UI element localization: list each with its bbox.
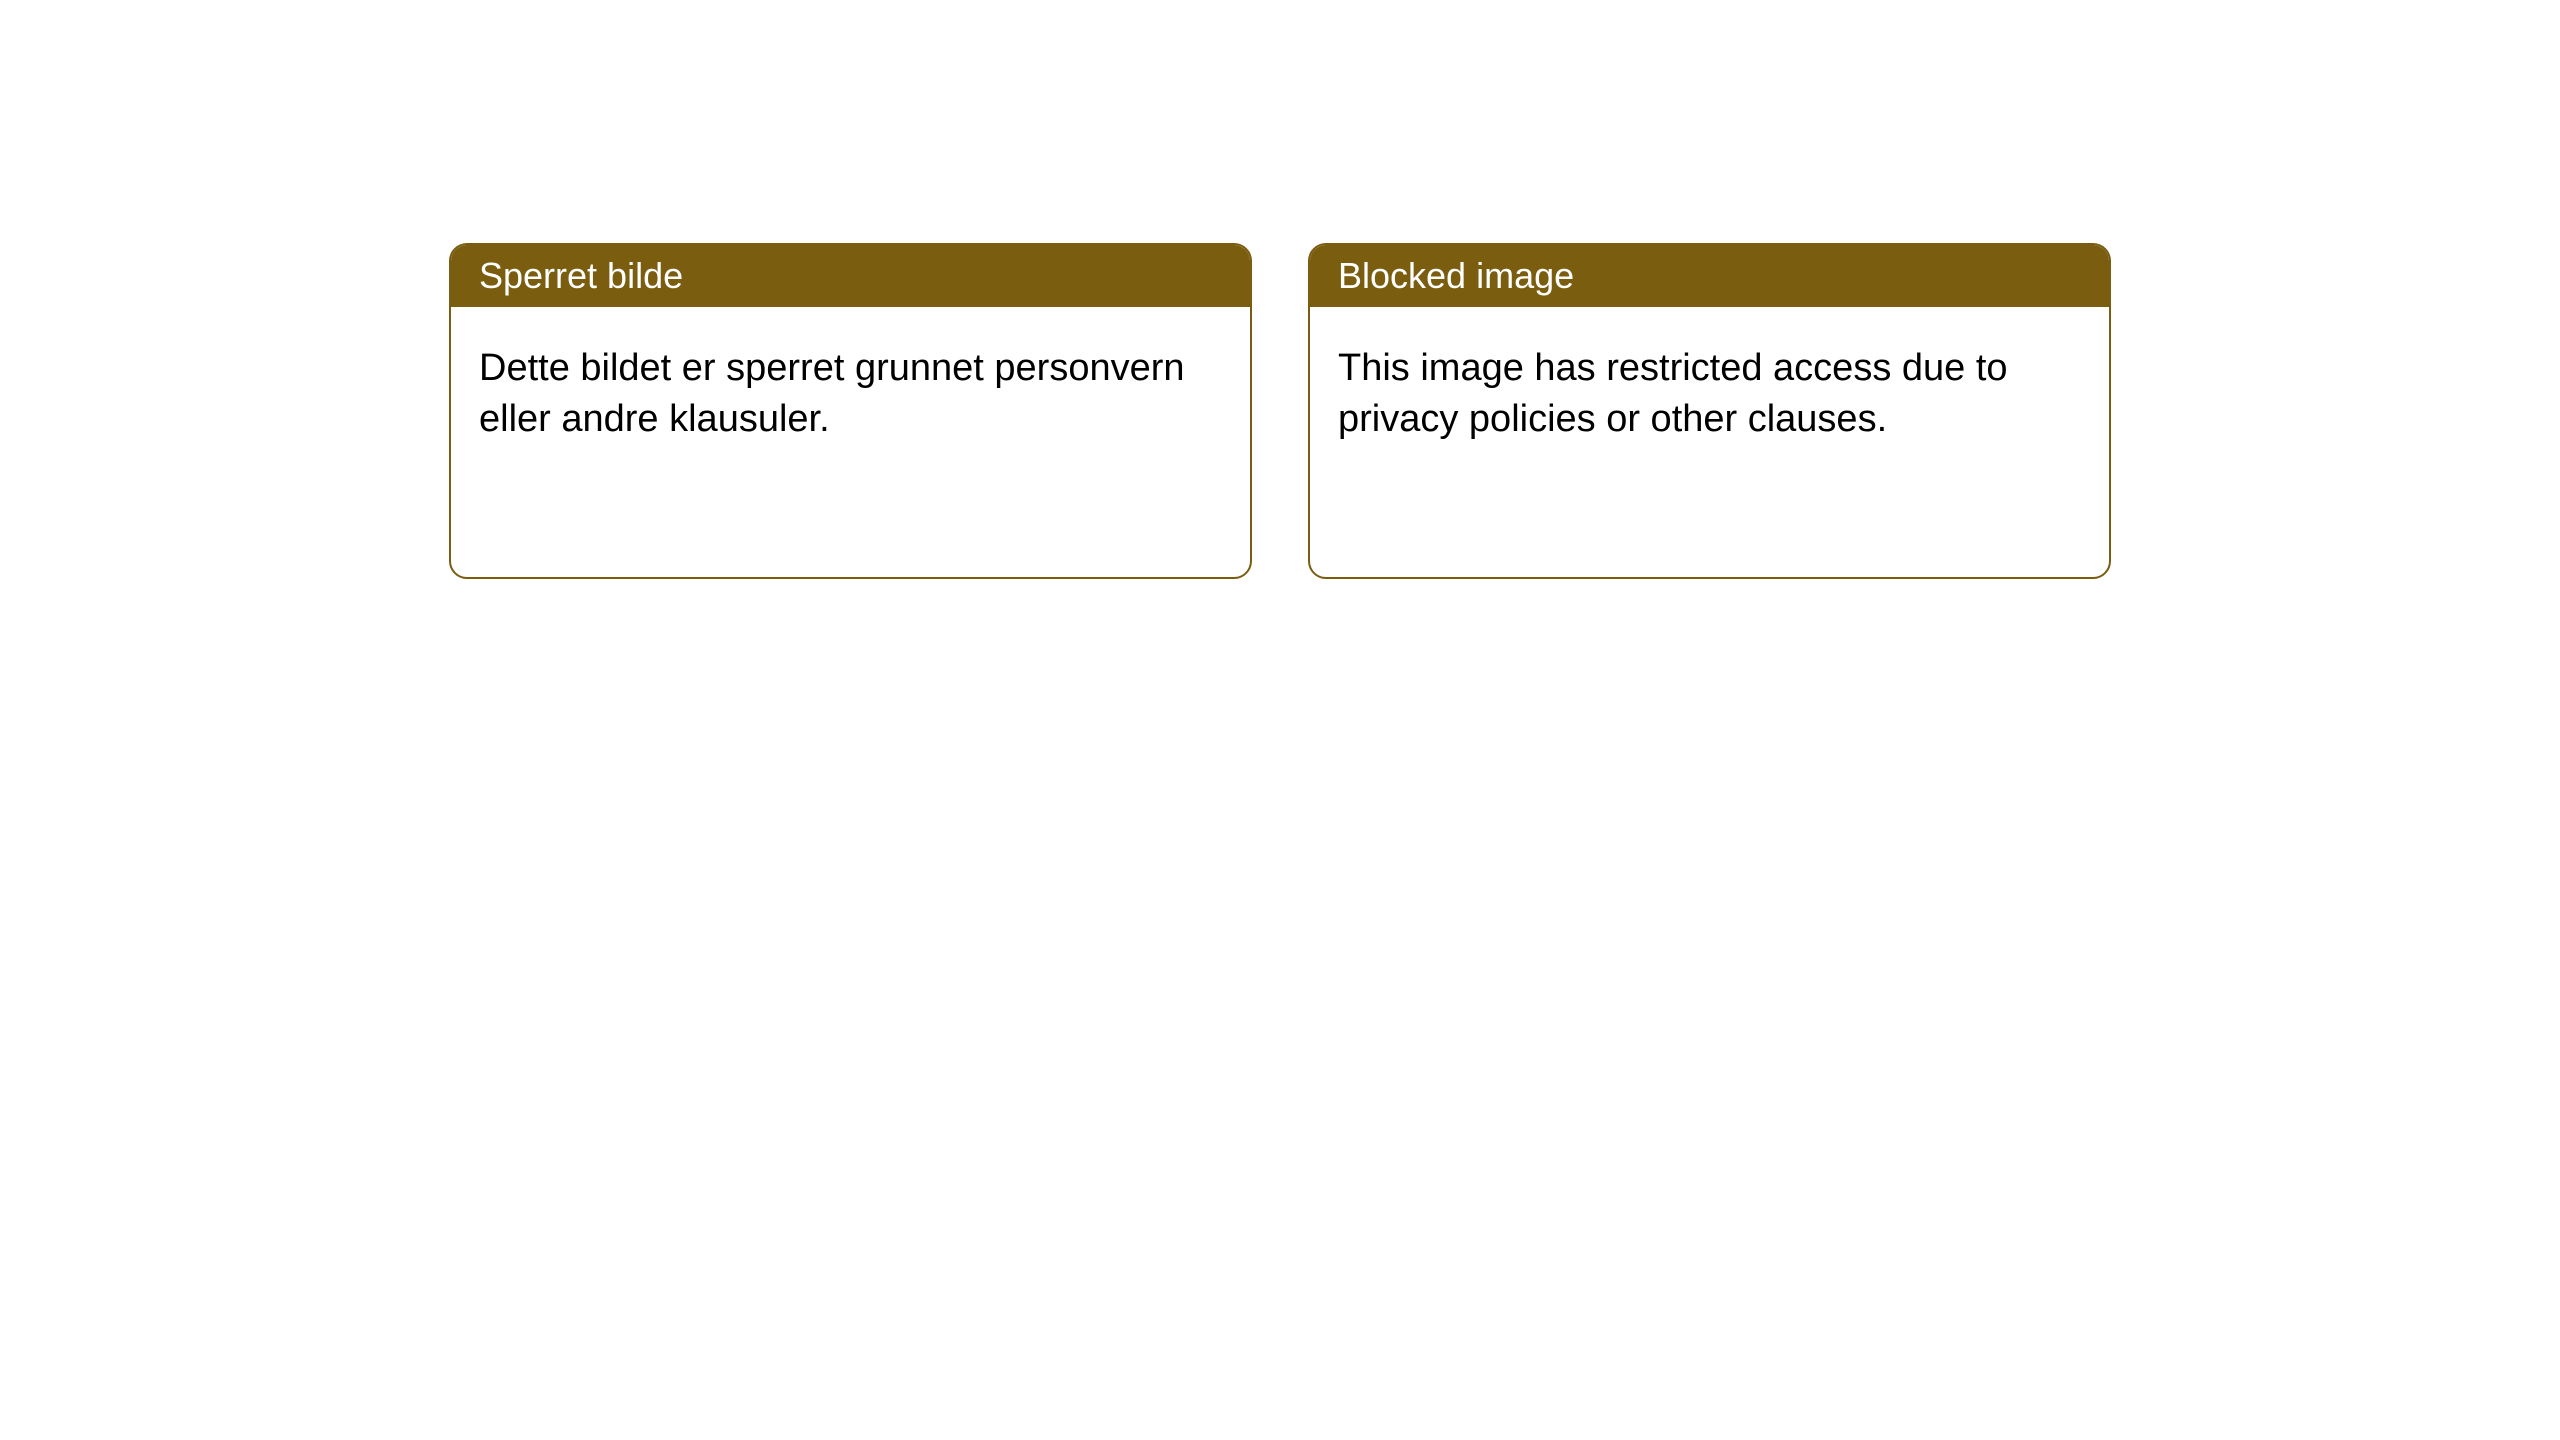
notice-body: This image has restricted access due to …: [1310, 307, 2109, 482]
notice-card-english: Blocked image This image has restricted …: [1308, 243, 2111, 579]
notice-card-norwegian: Sperret bilde Dette bildet er sperret gr…: [449, 243, 1252, 579]
notice-body-text: Dette bildet er sperret grunnet personve…: [479, 347, 1185, 440]
notice-header: Sperret bilde: [451, 245, 1250, 307]
notice-header: Blocked image: [1310, 245, 2109, 307]
notice-body-text: This image has restricted access due to …: [1338, 347, 2008, 440]
notice-title: Blocked image: [1338, 255, 1574, 296]
notice-title: Sperret bilde: [479, 255, 683, 296]
notice-body: Dette bildet er sperret grunnet personve…: [451, 307, 1250, 482]
notice-container: Sperret bilde Dette bildet er sperret gr…: [0, 0, 2560, 579]
